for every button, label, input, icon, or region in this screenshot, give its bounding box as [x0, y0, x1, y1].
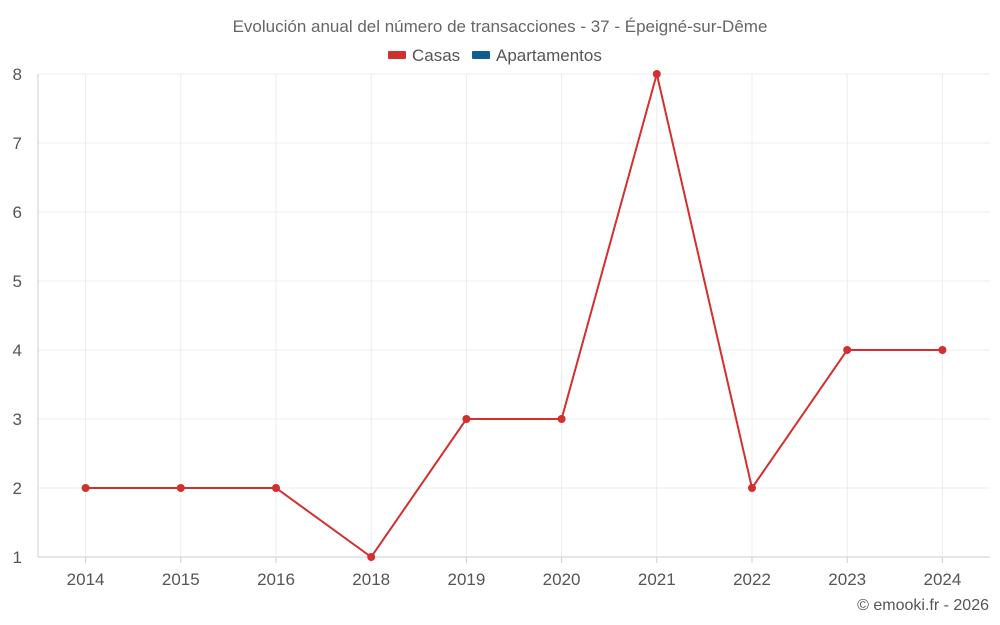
data-point[interactable]	[843, 346, 852, 354]
y-tick-label: 5	[13, 272, 22, 291]
series-line-casas	[85, 73, 943, 559]
data-point[interactable]	[272, 484, 280, 492]
x-tick-label: 2022	[733, 570, 771, 589]
x-axis: 2014 2015 2016 2018 2019 2020 2021 2022 2023 2024	[67, 557, 961, 589]
legend-item-apartamentos[interactable]: Apartamentos	[472, 46, 602, 65]
grid	[38, 73, 990, 558]
y-tick-label: 1	[13, 548, 22, 567]
y-tick-label: 7	[13, 134, 22, 153]
data-point[interactable]	[462, 415, 471, 423]
y-tick-label: 3	[13, 410, 22, 429]
data-point[interactable]	[938, 346, 947, 354]
x-tick-label: 2020	[543, 570, 581, 589]
data-point[interactable]	[748, 484, 756, 492]
x-tick-label: 2018	[352, 570, 390, 589]
x-tick-label: 2023	[828, 570, 866, 589]
legend-item-casas[interactable]: Casas	[388, 46, 460, 65]
y-tick-label: 6	[13, 203, 22, 222]
y-tick-label: 2	[13, 479, 22, 498]
legend-label-casas: Casas	[412, 46, 460, 65]
x-tick-label: 2014	[67, 570, 105, 589]
data-point[interactable]	[176, 484, 185, 492]
x-tick-label: 2019	[447, 570, 485, 589]
data-point[interactable]	[652, 70, 661, 78]
x-tick-label: 2016	[257, 570, 295, 589]
data-point[interactable]	[557, 415, 566, 423]
y-tick-label: 4	[13, 341, 22, 360]
y-tick-label: 8	[13, 65, 22, 84]
series-layer	[81, 70, 947, 561]
legend-swatch-apartamentos	[472, 51, 490, 59]
data-point[interactable]	[81, 484, 90, 492]
legend-swatch-casas	[388, 51, 406, 59]
x-tick-label: 2024	[923, 570, 961, 589]
credit: © emooki.fr - 2026	[857, 597, 989, 614]
legend-label-apartamentos: Apartamentos	[496, 46, 602, 65]
x-tick-label: 2015	[162, 570, 200, 589]
x-tick-label: 2021	[638, 570, 676, 589]
chart-title: Evolución anual del número de transaccio…	[233, 17, 768, 36]
data-point[interactable]	[367, 553, 376, 561]
y-axis: 1 2 3 4 5 6 7 8	[13, 65, 39, 567]
legend: Casas Apartamentos	[388, 46, 602, 65]
